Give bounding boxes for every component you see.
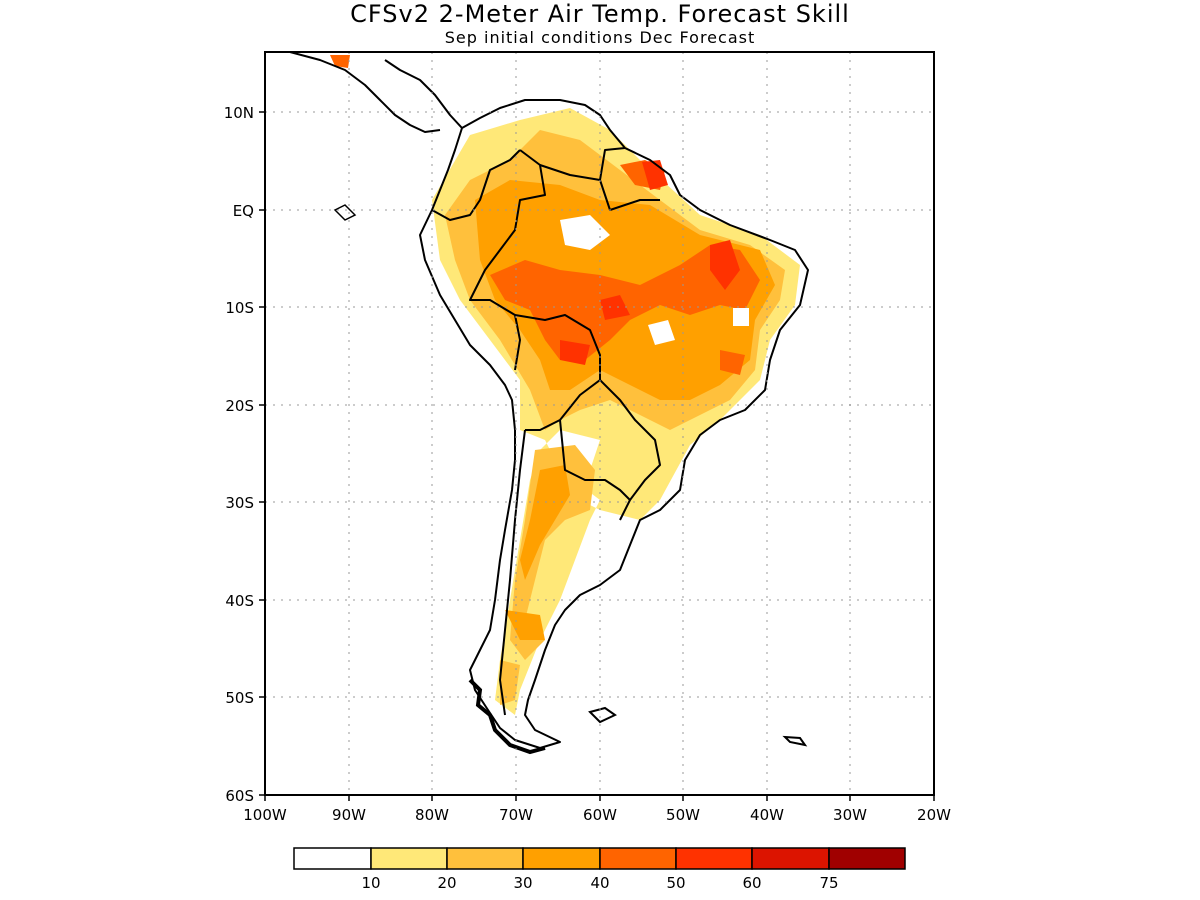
lat-label: 60S: [225, 787, 254, 805]
lat-labels: 10N EQ 10S 20S 30S 40S 50S 60S: [224, 104, 254, 805]
skill-patch-north: [330, 55, 350, 68]
lat-label: 10S: [225, 299, 254, 317]
lon-label: 30W: [833, 806, 867, 824]
colorbar-swatch: [828, 847, 906, 870]
colorbar-swatch: [751, 847, 830, 870]
colorbar-label: 20: [437, 874, 456, 892]
colorbar-label: 30: [513, 874, 532, 892]
coastlines: [289, 52, 809, 749]
lon-label: 20W: [917, 806, 951, 824]
falklands: [588, 706, 617, 724]
map-title: CFSv2 2-Meter Air Temp. Forecast Skill: [350, 0, 850, 28]
colorbar-swatch: [446, 847, 524, 870]
colorbar-label: 10: [361, 874, 380, 892]
colorbar-swatch: [293, 847, 372, 870]
lon-label: 80W: [415, 806, 449, 824]
low-skill-hole: [560, 215, 610, 250]
lon-label: 100W: [243, 806, 287, 824]
lat-label: 50S: [225, 689, 254, 707]
colorbar: 10 20 30 40 50 60 75: [293, 847, 906, 892]
lon-label: 90W: [332, 806, 366, 824]
lon-labels: 100W 90W 80W 70W 60W 50W 40W 30W 20W: [243, 806, 951, 824]
colorbar-label: 50: [666, 874, 685, 892]
lat-ticks: [259, 111, 265, 796]
lat-label: 20S: [225, 397, 254, 415]
colorbar-label: 60: [742, 874, 761, 892]
low-skill-hole: [648, 320, 675, 345]
colorbar-swatch: [370, 847, 448, 870]
colorbar-label: 75: [819, 874, 838, 892]
lon-label: 50W: [666, 806, 700, 824]
colorbar-swatch: [675, 847, 753, 870]
lon-ticks: [264, 795, 935, 801]
lon-label: 70W: [499, 806, 533, 824]
south-georgia: [782, 735, 808, 747]
lon-label: 40W: [750, 806, 784, 824]
map-subtitle: Sep initial conditions Dec Forecast: [444, 28, 756, 47]
lat-label: 30S: [225, 494, 254, 512]
patagonia-fjords: [468, 678, 546, 755]
skill-50-60-region: [560, 160, 740, 365]
low-skill-hole: [733, 308, 749, 326]
galapagos: [333, 204, 357, 221]
lat-label: EQ: [233, 202, 254, 220]
lat-label: 10N: [224, 104, 254, 122]
lat-label: 40S: [225, 592, 254, 610]
lon-label: 60W: [583, 806, 617, 824]
colorbar-swatch: [599, 847, 677, 870]
colorbar-label: 40: [590, 874, 609, 892]
colorbar-swatch: [522, 847, 601, 870]
